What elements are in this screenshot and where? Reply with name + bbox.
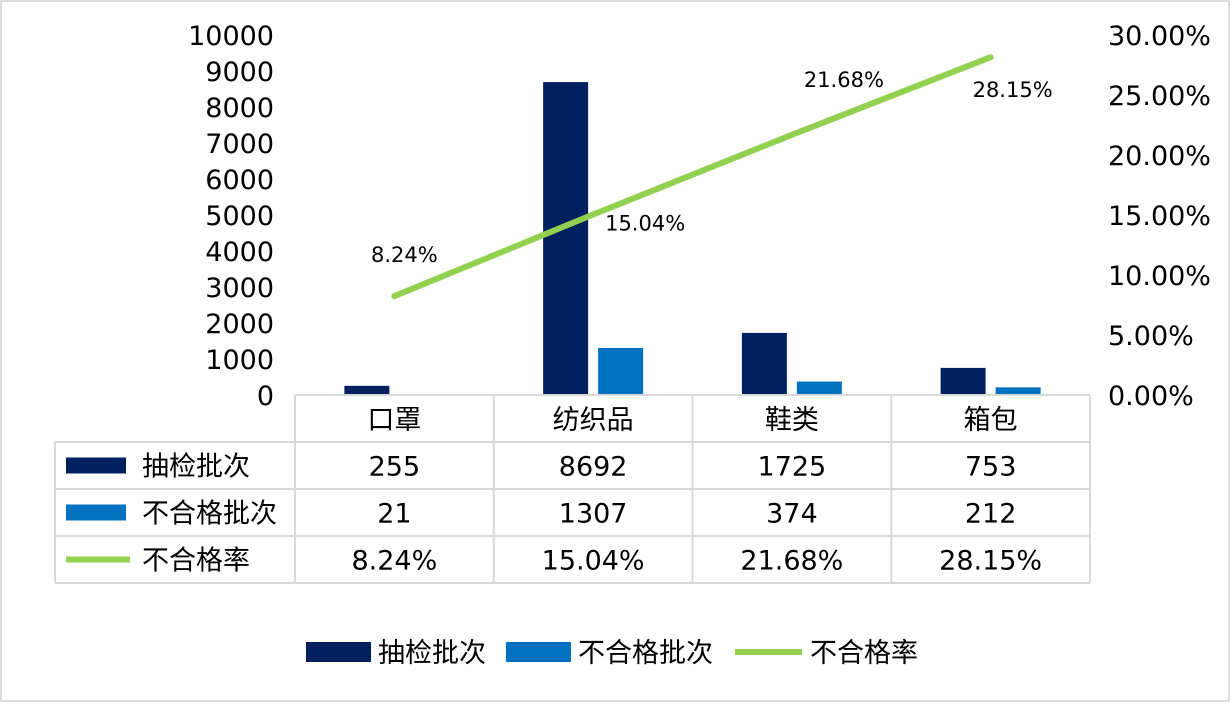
legend-label: 抽检批次 — [378, 638, 486, 669]
table-row-label: 不合格批次 — [142, 499, 277, 530]
table-cell: 15.04% — [542, 546, 645, 577]
left-axis-tick-label: 3000 — [205, 273, 274, 304]
legend-label: 不合格批次 — [578, 638, 713, 669]
right-axis-tick-label: 20.00% — [1108, 141, 1211, 172]
table-row-label: 不合格率 — [142, 546, 250, 577]
bar-inspected-1 — [543, 82, 589, 395]
table-row-label: 抽检批次 — [142, 452, 250, 483]
failure-rate-point-2 — [788, 131, 795, 138]
left-axis-tick-label: 4000 — [205, 237, 274, 268]
left-axis-tick-label: 1000 — [205, 345, 274, 376]
failure-rate-data-label: 8.24% — [371, 243, 438, 267]
table-cell: 28.15% — [939, 546, 1042, 577]
table-cell: 8.24% — [351, 546, 437, 577]
left-axis-tick-label: 7000 — [205, 129, 274, 160]
category-label: 纺织品 — [553, 405, 634, 436]
right-axis-tick-label: 30.00% — [1108, 21, 1211, 52]
bar-failed-3 — [995, 387, 1041, 395]
left-axis-tick-label: 2000 — [205, 309, 274, 340]
table-legend-key-0 — [66, 457, 126, 474]
table-cell: 374 — [766, 499, 818, 530]
failure-rate-point-0 — [391, 293, 398, 300]
left-axis-tick-label: 9000 — [205, 57, 274, 88]
bar-failed-1 — [598, 347, 644, 395]
table-cell: 212 — [965, 499, 1017, 530]
left-axis-tick-label: 10000 — [188, 21, 274, 52]
failure-rate-data-label: 28.15% — [973, 78, 1053, 102]
left-axis-tick-label: 6000 — [205, 165, 274, 196]
table-cell: 255 — [369, 452, 421, 483]
failure-rate-point-1 — [590, 211, 597, 218]
table-legend-key-1 — [66, 504, 126, 521]
failure-rate-data-label: 15.04% — [605, 212, 685, 236]
table-cell: 21 — [377, 499, 411, 530]
failure-rate-line — [391, 54, 994, 300]
table-cell: 21.68% — [740, 546, 843, 577]
bar-inspected-2 — [741, 332, 787, 395]
left-axis-tick-label: 5000 — [205, 201, 274, 232]
legend-key-0 — [306, 642, 371, 662]
bar-failed-2 — [796, 381, 842, 395]
right-axis-tick-label: 15.00% — [1108, 201, 1211, 232]
legend-label: 不合格率 — [810, 638, 918, 669]
table-cell: 1307 — [559, 499, 628, 530]
table-cell: 1725 — [758, 452, 827, 483]
legend-key-1 — [506, 642, 571, 662]
category-label: 口罩 — [367, 405, 421, 436]
right-axis-tick-label: 0.00% — [1108, 381, 1194, 412]
right-axis-tick-label: 10.00% — [1108, 261, 1211, 292]
table-cell: 753 — [965, 452, 1017, 483]
bar-inspected-3 — [940, 367, 986, 395]
bar-inspected-0 — [344, 385, 390, 395]
failure-rate-data-label: 21.68% — [804, 68, 884, 92]
failure-rate-point-3 — [987, 54, 994, 61]
right-axis-tick-label: 25.00% — [1108, 81, 1211, 112]
right-axis-tick-label: 5.00% — [1108, 321, 1194, 352]
left-axis-tick-label: 0 — [257, 381, 274, 412]
category-label: 箱包 — [964, 405, 1018, 436]
category-label: 鞋类 — [765, 405, 819, 436]
left-axis-tick-label: 8000 — [205, 93, 274, 124]
table-cell: 8692 — [559, 452, 628, 483]
